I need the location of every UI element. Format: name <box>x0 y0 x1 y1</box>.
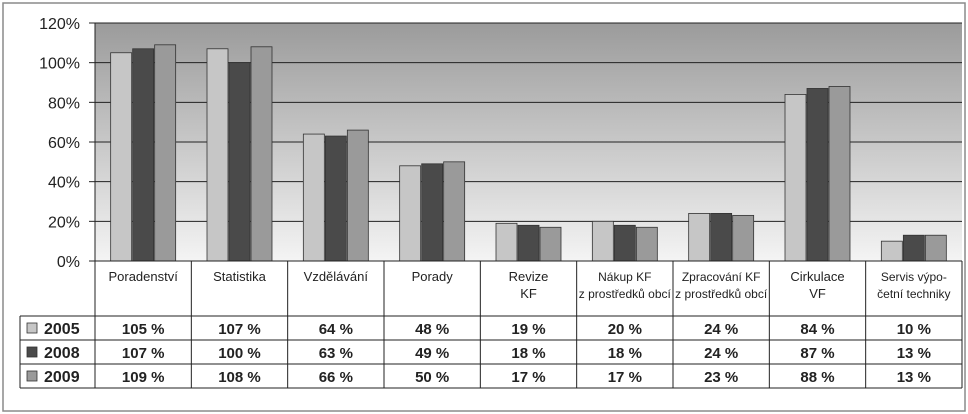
category-label: VF <box>809 286 826 301</box>
category-label: Zpracování KF <box>682 270 761 284</box>
data-label: 19 % <box>511 321 545 338</box>
y-tick-label: 100% <box>39 56 80 73</box>
data-label: 18 % <box>511 345 545 362</box>
data-label: 49 % <box>415 345 449 362</box>
data-label: 64 % <box>319 321 353 338</box>
legend-label: 2008 <box>44 345 80 362</box>
category-label: z prostředků obcí <box>579 287 672 301</box>
bar-2008-2 <box>324 135 347 262</box>
data-label: 66 % <box>319 369 353 386</box>
data-label: 18 % <box>608 345 642 362</box>
data-label: 107 % <box>122 345 165 362</box>
data-table: Poradenství Statistika Vzdělávání Porady Rev… <box>19 260 963 389</box>
category-label: Nákup KF <box>598 270 651 284</box>
bar-2005-8 <box>880 240 903 262</box>
category-label: KF <box>520 286 537 301</box>
data-label: 13 % <box>897 369 931 386</box>
bar-2008-4 <box>517 224 540 262</box>
y-tick-label: 80% <box>48 95 80 112</box>
legend-swatch-2008 <box>26 346 38 358</box>
bar-2008-7 <box>806 88 829 262</box>
data-label: 109 % <box>122 369 165 386</box>
data-label: 84 % <box>800 321 834 338</box>
bar-2008-6 <box>710 212 733 262</box>
legend-label: 2005 <box>44 321 80 338</box>
data-label: 17 % <box>511 369 545 386</box>
y-tick-label: 60% <box>48 135 80 152</box>
bar-2009-2 <box>346 129 369 262</box>
bar-2005-0 <box>110 52 133 262</box>
bar-2009-8 <box>924 234 947 262</box>
bar-2009-6 <box>732 214 755 262</box>
data-label: 20 % <box>608 321 642 338</box>
category-label: Porady <box>412 269 454 284</box>
data-label: 13 % <box>897 345 931 362</box>
bar-2005-4 <box>495 222 518 262</box>
data-label: 63 % <box>319 345 353 362</box>
data-label: 100 % <box>218 345 261 362</box>
category-label: Poradenství <box>108 269 178 284</box>
bar-2005-5 <box>591 220 614 262</box>
category-label: Vzdělávání <box>304 269 369 284</box>
bar-2008-0 <box>132 48 155 262</box>
data-label: 50 % <box>415 369 449 386</box>
data-label: 10 % <box>897 321 931 338</box>
bar-2005-2 <box>302 133 325 262</box>
bar-2005-3 <box>399 165 422 262</box>
y-tick-label: 0% <box>57 254 80 271</box>
bars <box>110 44 947 262</box>
bar-2009-0 <box>154 44 177 262</box>
y-tick-label: 120% <box>39 16 80 33</box>
category-label: Servis výpo- <box>881 270 947 284</box>
category-label: Cirkulace <box>790 269 844 284</box>
bar-2008-8 <box>902 234 925 262</box>
legend-swatch-2009 <box>26 370 38 382</box>
bar-2009-4 <box>539 226 562 262</box>
category-label: z prostředků obcí <box>675 287 768 301</box>
data-label: 105 % <box>122 321 165 338</box>
bar-2009-7 <box>828 86 851 262</box>
bar-2008-1 <box>228 62 251 262</box>
data-label: 107 % <box>218 321 261 338</box>
data-label: 17 % <box>608 369 642 386</box>
data-label: 88 % <box>800 369 834 386</box>
legend-swatch-2005 <box>26 322 38 334</box>
y-axis-ticks: 0% 20% 40% 60% 80% 100% 120% <box>39 16 96 271</box>
bar-2005-7 <box>784 94 807 262</box>
category-label: četní techniky <box>877 287 950 301</box>
bar-2009-5 <box>635 226 658 262</box>
category-label: Revize <box>509 269 549 284</box>
bar-2008-3 <box>421 163 444 262</box>
data-label: 48 % <box>415 321 449 338</box>
data-label: 24 % <box>704 345 738 362</box>
bar-2009-1 <box>250 46 273 262</box>
bar-2008-5 <box>613 224 636 262</box>
y-tick-label: 40% <box>48 175 80 192</box>
bar-2009-3 <box>443 161 466 262</box>
data-label: 24 % <box>704 321 738 338</box>
data-label: 23 % <box>704 369 738 386</box>
bar-2005-6 <box>688 212 711 262</box>
category-label: Statistika <box>213 269 267 284</box>
y-tick-label: 20% <box>48 214 80 231</box>
data-label: 108 % <box>218 369 261 386</box>
legend-label: 2009 <box>44 369 80 386</box>
bar-2005-1 <box>206 48 229 262</box>
data-label: 87 % <box>800 345 834 362</box>
